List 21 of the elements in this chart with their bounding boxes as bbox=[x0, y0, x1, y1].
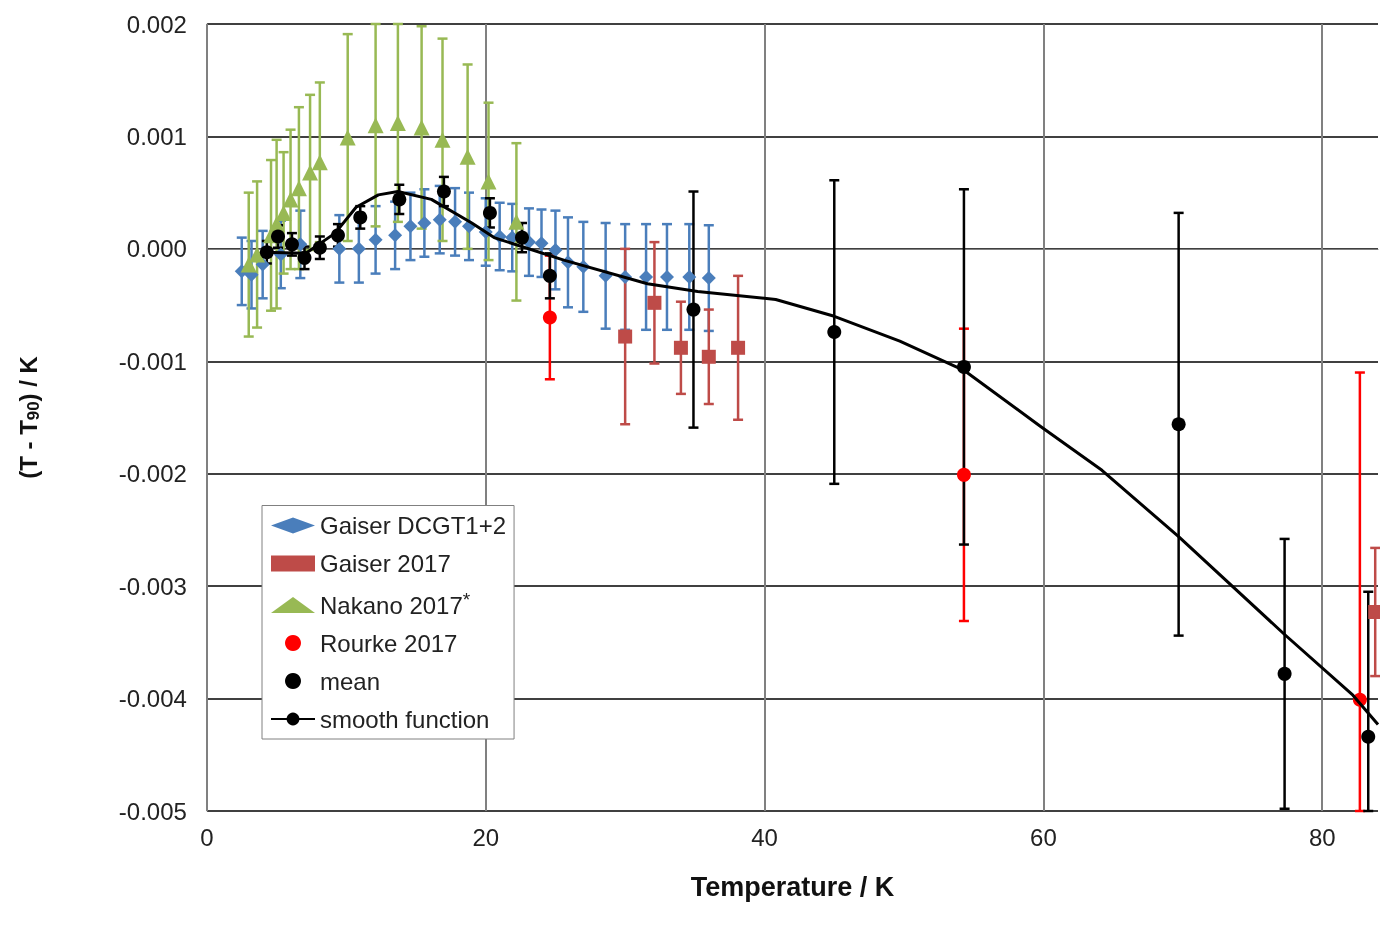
y-axis-title: (T - T90) / K bbox=[14, 355, 43, 479]
x-tick-label: 80 bbox=[1308, 823, 1336, 851]
legend-label: Gaiser 2017 bbox=[320, 550, 451, 577]
y-tick-label: -0.005 bbox=[118, 797, 187, 825]
x-tick-label: 20 bbox=[472, 823, 500, 851]
y-tick-label: 0.002 bbox=[126, 10, 187, 38]
y-tick-label: 0.001 bbox=[126, 122, 187, 150]
legend-label: Nakano 2017* bbox=[320, 588, 471, 619]
y-tick-label: -0.002 bbox=[118, 460, 187, 488]
x-tick-label: 40 bbox=[751, 823, 778, 851]
y-tick-label: -0.001 bbox=[118, 347, 187, 375]
legend-label: mean bbox=[320, 667, 381, 695]
legend-label: smooth function bbox=[320, 705, 490, 733]
legend-label: Rourke 2017 bbox=[320, 629, 458, 657]
x-tick-label: 0 bbox=[200, 823, 214, 851]
y-tick-label: -0.003 bbox=[118, 572, 187, 600]
x-axis-title: Temperature / K bbox=[690, 871, 895, 902]
y-tick-label: -0.004 bbox=[118, 685, 187, 713]
legend-label: Gaiser DCGT1+2 bbox=[320, 512, 507, 539]
y-tick-label: 0.000 bbox=[126, 235, 187, 263]
x-tick-label: 60 bbox=[1030, 823, 1057, 851]
